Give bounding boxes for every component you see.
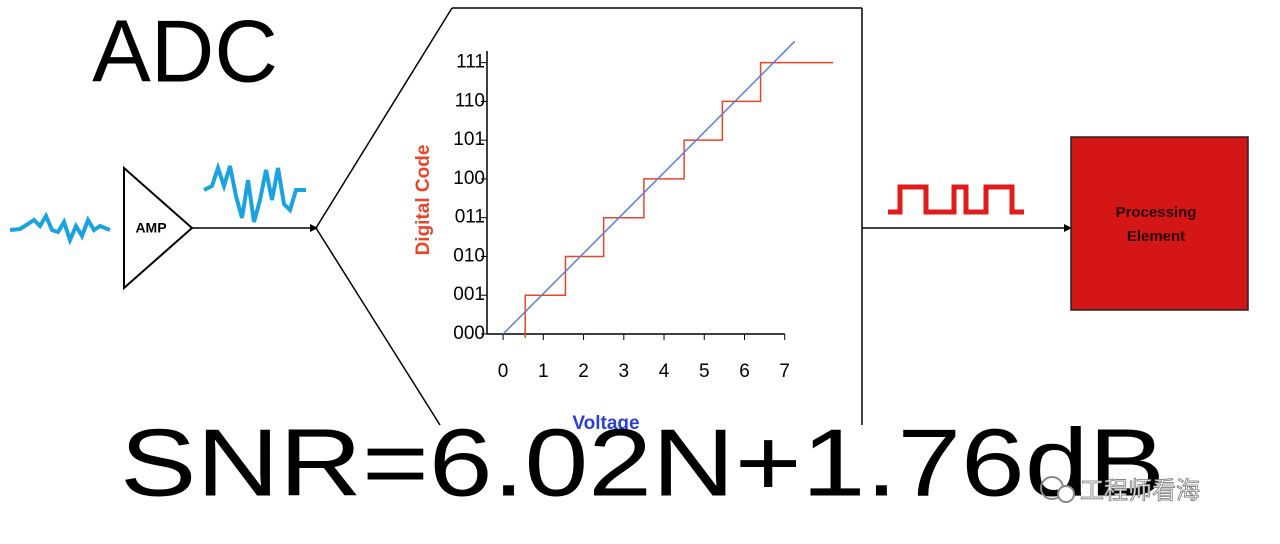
x-tick-label: 0	[498, 361, 509, 382]
x-axis-label: Voltage	[572, 413, 639, 434]
formula: SNR=6.02N+1.76dB	[120, 409, 1165, 516]
amplified-wave	[203, 161, 306, 223]
watermark-icon	[1057, 485, 1075, 503]
y-tick-label: 111	[456, 52, 485, 73]
x-tick-label: 7	[779, 361, 790, 382]
amp-label: AMP	[135, 220, 166, 236]
title: ADC	[92, 1, 278, 100]
x-tick-label: 6	[739, 361, 750, 382]
processing-label: Element	[1127, 228, 1185, 245]
y-tick-label: 001	[453, 284, 485, 305]
y-tick-label: 100	[453, 168, 485, 189]
watermark: 工程师看海	[1080, 477, 1200, 504]
y-axis-label: Digital Code	[413, 145, 434, 256]
y-tick-label: 110	[455, 90, 485, 111]
x-tick-label: 2	[578, 361, 589, 382]
arrow-head	[310, 224, 318, 232]
series-line	[524, 61, 833, 338]
y-tick-label: 010	[453, 245, 485, 266]
y-tick-label: 101	[453, 129, 485, 150]
x-tick-label: 4	[659, 361, 670, 382]
y-tick-label: 011	[455, 207, 485, 228]
series-line	[502, 40, 796, 335]
x-tick-label: 1	[538, 361, 549, 382]
amp-triangle	[123, 165, 194, 291]
processing-label: Processing	[1116, 204, 1197, 221]
x-tick-label: 3	[619, 361, 630, 382]
input-wave	[9, 211, 111, 246]
zoom-panel	[315, 7, 863, 426]
arrow-head	[1064, 224, 1072, 232]
processing-element	[1070, 136, 1249, 311]
y-tick-label: 000	[453, 323, 485, 344]
digital-pulses	[888, 184, 1024, 215]
x-tick-label: 5	[699, 361, 710, 382]
